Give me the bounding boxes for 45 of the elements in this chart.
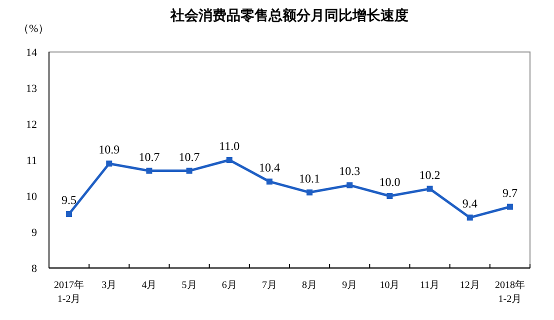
point <box>66 211 72 217</box>
data-label: 9.7 <box>502 186 518 200</box>
y-tick-label: 8 <box>32 263 38 275</box>
x-tick-label: 6月 <box>222 280 237 291</box>
data-label: 9.5 <box>62 193 77 207</box>
data-label: 10.3 <box>339 164 360 178</box>
point <box>106 160 112 167</box>
point <box>186 168 192 174</box>
y-tick-label: 14 <box>26 47 38 59</box>
x-tick-label: 5月 <box>182 280 197 291</box>
data-label: 10.1 <box>299 171 320 186</box>
y-tick-label: 13 <box>26 83 38 95</box>
point <box>426 186 433 192</box>
point <box>386 193 393 199</box>
data-label: 10.2 <box>419 168 440 182</box>
x-tick-label: 10月 <box>380 280 400 291</box>
y-tick-label: 12 <box>26 119 37 131</box>
point <box>346 182 353 188</box>
point <box>226 157 232 163</box>
data-label: 10.7 <box>138 150 160 164</box>
y-tick-label: 9 <box>32 227 38 239</box>
x-tick-label: 7月 <box>262 280 277 291</box>
x-tick-label: 3月 <box>102 280 117 291</box>
data-label: 9.4 <box>462 196 478 211</box>
point <box>266 178 272 185</box>
data-label: 10.0 <box>379 175 400 189</box>
point <box>146 168 152 174</box>
x-tick-label: 2017年 1-2月 <box>54 279 84 305</box>
data-label: 10.4 <box>258 160 280 175</box>
x-tick-label: 12月 <box>460 280 480 291</box>
point <box>466 214 473 221</box>
x-tick-label: 11月 <box>420 280 440 291</box>
y-tick-label: 11 <box>26 155 37 167</box>
x-tick-label: 8月 <box>302 280 318 291</box>
data-label: 10.7 <box>178 150 200 164</box>
chart-title: 社会消费品零售总额分月同比增长速度 <box>170 7 408 24</box>
x-tick-label: 9月 <box>342 280 358 291</box>
point <box>506 204 513 210</box>
y-axis-title: （%） <box>18 23 50 35</box>
data-label: 10.9 <box>98 142 120 157</box>
x-tick-label: 2018年 1-2月 <box>494 279 525 305</box>
data-label: 11.0 <box>219 139 240 153</box>
point <box>306 189 313 196</box>
x-tick-label: 4月 <box>142 280 157 291</box>
y-tick-label: 10 <box>26 191 38 203</box>
